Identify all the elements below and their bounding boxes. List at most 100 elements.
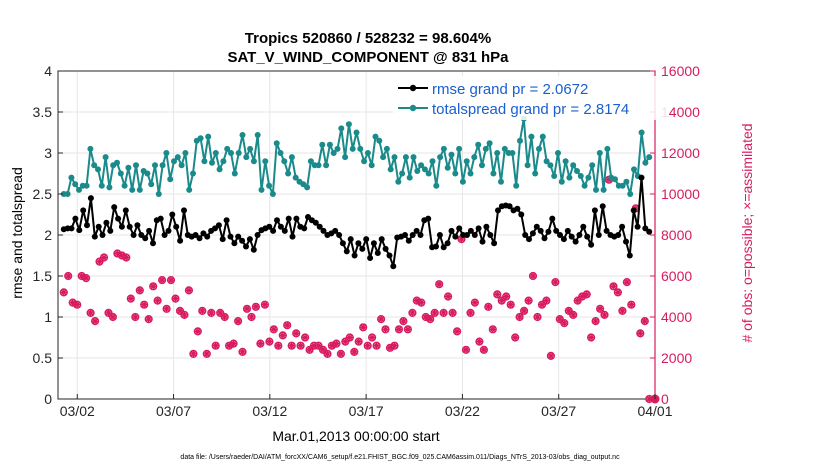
totalspread-point	[304, 184, 311, 191]
totalspread-point	[585, 174, 592, 181]
legend: rmse grand pr = 2.0672 totalspread grand…	[393, 76, 668, 120]
rmse-point	[452, 233, 459, 240]
rmse-point	[84, 222, 90, 229]
obs-point	[220, 312, 229, 322]
rmse-point	[150, 240, 156, 247]
obs-series	[59, 175, 660, 404]
rmse-point	[134, 222, 141, 229]
totalspread-point	[555, 150, 561, 156]
obs-point	[229, 339, 238, 348]
totalspread-point	[547, 162, 554, 169]
rmse-point	[386, 252, 393, 259]
obs-assimilated-stroke	[203, 351, 210, 357]
obs-point	[586, 333, 596, 342]
obs-assimilated-stroke	[422, 314, 429, 320]
obs-assimilated-stroke	[270, 326, 277, 333]
rmse-point	[250, 246, 257, 253]
totalspread-point	[342, 154, 349, 161]
rmse-point	[576, 232, 583, 238]
obs-assimilated-stroke	[119, 252, 125, 259]
rmse-point	[80, 207, 87, 214]
totalspread-point	[95, 166, 101, 173]
obs-assimilated-stroke	[78, 273, 85, 279]
totalspread-point	[551, 173, 558, 179]
x-tick-label: 03/07	[156, 403, 191, 419]
totalspread-point	[456, 145, 463, 152]
obs-point	[184, 286, 194, 295]
totalspread-point	[448, 151, 455, 158]
totalspread-point	[72, 181, 79, 188]
totalspread-point	[292, 174, 299, 181]
totalspread-point	[98, 182, 105, 189]
rmse-point	[537, 227, 544, 234]
obs-assimilated-stroke	[288, 342, 295, 349]
totalspread-point	[102, 154, 109, 161]
totalspread-point	[273, 140, 280, 147]
obs-assimilated-stroke	[110, 314, 116, 320]
obs-assimilated-stroke	[221, 314, 228, 320]
obs-assimilated-stroke	[217, 310, 224, 316]
obs-assimilated-stroke	[230, 340, 237, 347]
obs-point	[394, 325, 404, 334]
obs-assimilated-stroke	[592, 318, 599, 324]
rmse-point	[557, 232, 563, 238]
data-file-footer: data file: /Users/raeder/DAI/ATM_forcXX/…	[180, 454, 620, 461]
obs-assimilated-stroke	[373, 342, 380, 349]
obs-point	[265, 337, 274, 346]
totalspread-point	[114, 159, 120, 166]
rmse-point	[165, 227, 172, 234]
obs-point	[408, 308, 417, 318]
totalspread-point	[243, 154, 250, 161]
obs-point	[153, 296, 162, 305]
totalspread-point	[277, 150, 284, 156]
obs-assimilated-stroke	[454, 328, 460, 335]
rmse-point	[440, 244, 447, 251]
rmse-point	[99, 232, 106, 238]
totalspread-point	[631, 166, 637, 173]
rmse-point	[359, 245, 366, 252]
rmse-point	[246, 236, 253, 243]
rmse-point	[436, 232, 443, 238]
obs-assimilated-stroke	[440, 310, 447, 316]
totalspread-point	[285, 170, 292, 177]
obs-assimilated-stroke	[333, 340, 340, 347]
rmse-point	[277, 223, 284, 230]
rmse-point	[235, 233, 242, 240]
obs-assimilated-stroke	[382, 326, 389, 333]
obs-assimilated-stroke	[525, 297, 532, 304]
rmse-point	[464, 232, 470, 238]
rmse-point	[409, 232, 416, 238]
obs-point	[453, 327, 462, 336]
obs-assimilated-stroke	[355, 338, 362, 345]
totalspread-point	[209, 159, 215, 166]
obs-point	[528, 271, 538, 281]
obs-assimilated-stroke	[543, 297, 550, 304]
rmse-point	[630, 207, 637, 214]
rmse-point	[215, 222, 222, 229]
rmse-point	[223, 217, 230, 224]
obs-assimilated-stroke	[472, 299, 478, 306]
totalspread-point	[186, 186, 193, 193]
rmse-point	[456, 225, 463, 232]
obs-assimilated-stroke	[512, 334, 519, 341]
obs-point	[242, 304, 252, 313]
obs-assimilated-stroke	[431, 310, 438, 316]
totalspread-point	[414, 168, 421, 174]
y-axis-label-right: # of obs: o=possible; ×=assimilated	[739, 123, 755, 342]
totalspread-point	[205, 133, 212, 140]
totalspread-point	[364, 150, 371, 156]
rmse-point	[522, 232, 529, 238]
obs-assimilated-stroke	[136, 287, 143, 294]
obs-assimilated-stroke	[628, 301, 635, 308]
obs-assimilated-stroke	[284, 322, 291, 329]
obs-assimilated-stroke	[565, 307, 572, 314]
totalspread-point	[68, 174, 75, 181]
obs-point	[193, 327, 202, 336]
obs-assimilated-stroke	[480, 346, 487, 353]
obs-assimilated-stroke	[391, 342, 398, 349]
rmse-point	[266, 223, 273, 230]
obs-point	[493, 290, 502, 299]
rmse-point	[568, 233, 575, 240]
obs-assimilated-stroke	[641, 318, 648, 324]
